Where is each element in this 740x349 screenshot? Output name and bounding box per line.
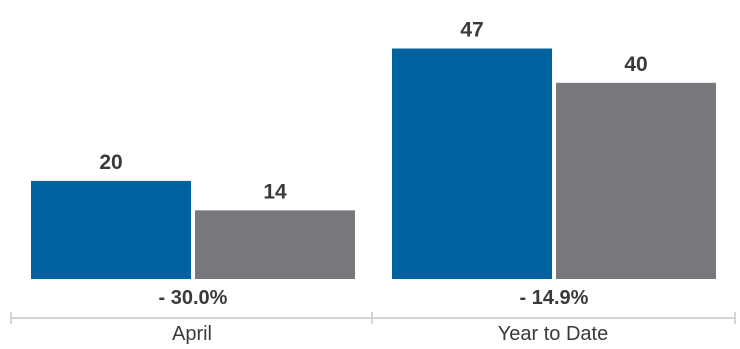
bar-first-series: [31, 180, 191, 279]
category-labels-group: April Year to Date: [172, 323, 608, 345]
bars-group: [31, 48, 716, 280]
bar-value-label: 47: [460, 19, 483, 42]
bar-second-series: [556, 82, 716, 279]
bar-first-series: [392, 48, 552, 280]
bar-value-label: 40: [624, 53, 647, 76]
bar-value-label: 14: [263, 180, 287, 203]
value-labels-group: 20 14 47 40: [99, 19, 647, 204]
bar-second-series: [195, 210, 355, 279]
category-label: Year to Date: [498, 323, 608, 345]
bar-value-label: 20: [99, 151, 122, 174]
change-labels-group: - 30.0% - 14.9%: [159, 287, 589, 309]
percent-change-label: - 30.0%: [159, 287, 228, 309]
percent-change-label: - 14.9%: [520, 287, 589, 309]
category-axis: [10, 312, 736, 324]
category-label: April: [172, 323, 212, 345]
